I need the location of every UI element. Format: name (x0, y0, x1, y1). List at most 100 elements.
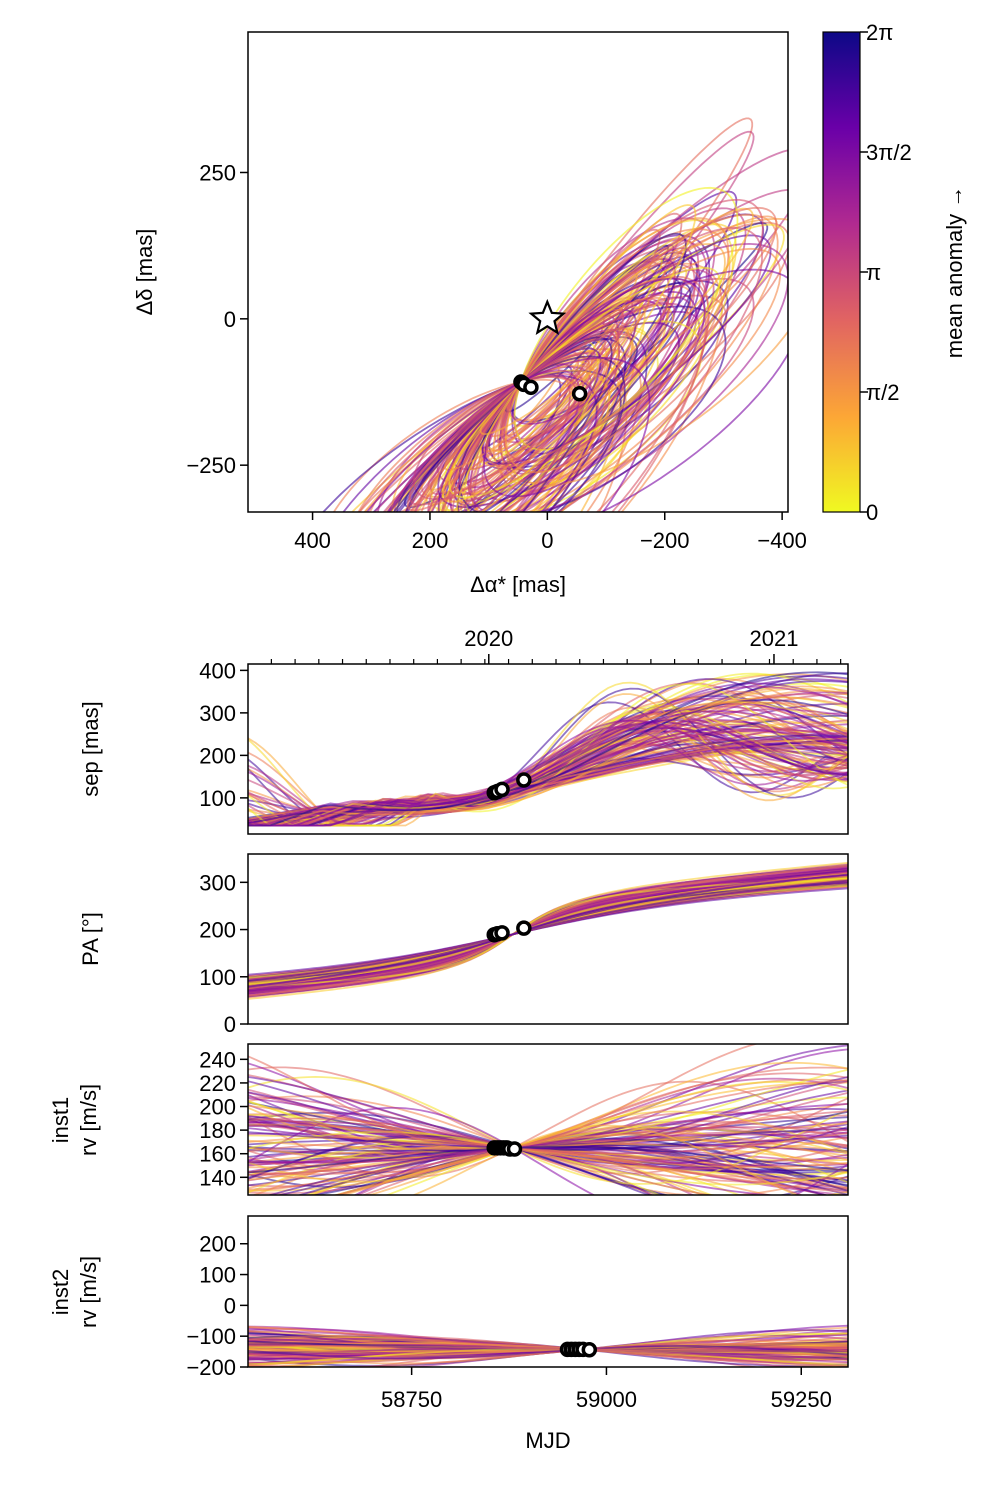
rv2-curve (248, 1345, 848, 1353)
x-tick-label: 200 (412, 528, 449, 553)
sep-y-label: sep [mas] (78, 701, 103, 796)
orbit-curve (509, 299, 662, 425)
sep-panel: 100 200 300 400 2020 2021 sep [mas] (78, 626, 849, 835)
rv2-y-ticks: −200 −100 0 100 200 (186, 1232, 248, 1380)
year-tick-label: 2020 (464, 626, 513, 651)
pa-y-label: PA [°] (78, 912, 103, 966)
pa-curve (248, 884, 848, 979)
x-tick-label: 400 (294, 528, 331, 553)
y-tick-label: 300 (199, 870, 236, 895)
rv2-y-label-line2: rv [m/s] (76, 1256, 101, 1328)
pa-curve (248, 861, 848, 1000)
mjd-x-label: MJD (525, 1428, 570, 1453)
colorbar-tick-label: π/2 (866, 380, 900, 405)
year-tick-label: 2021 (749, 626, 798, 651)
rv1-y-label-line2: rv [m/s] (76, 1084, 101, 1156)
orbit-panel: 400 200 0 −200 −400 −250 0 250 Δα* [mas] Δδ [m… (132, 31, 807, 597)
y-tick-label: 400 (199, 658, 236, 683)
rv1-curve (248, 1133, 848, 1164)
pa-curve (248, 884, 848, 980)
rv1-curve (248, 1079, 848, 1176)
rv2-curves (248, 1324, 848, 1367)
orbit-curve (456, 204, 697, 512)
sep-curve (248, 702, 848, 827)
y-tick-label: 0 (224, 307, 236, 332)
sep-axes-frame (247, 663, 849, 835)
pa-curve (248, 885, 848, 978)
data-point (494, 925, 510, 941)
sep-y-ticks: 100 200 300 400 (199, 658, 248, 811)
y-tick-label: 180 (199, 1118, 236, 1143)
sep-curve (248, 726, 848, 825)
orbit-curve (483, 277, 706, 498)
orbit-curve (373, 301, 676, 512)
orbit-observations (513, 374, 588, 402)
rv1-curve (248, 1075, 848, 1185)
rv2-y-label-line1: inst2 (48, 1269, 73, 1315)
pa-curve (248, 874, 848, 988)
rv1-curves (248, 1044, 848, 1195)
pa-curve (248, 884, 848, 979)
pa-curve (248, 883, 848, 979)
data-point (516, 772, 532, 788)
sep-observations (486, 772, 532, 801)
sep-curve (248, 719, 848, 827)
orbit-curve (479, 305, 642, 436)
pa-y-ticks: 0 100 200 300 (199, 870, 248, 1037)
orbit-curve (406, 294, 670, 512)
pa-curve (248, 886, 848, 977)
orbit-curve (437, 268, 788, 512)
orbit-curves (322, 117, 788, 512)
y-tick-label: 100 (199, 786, 236, 811)
rv1-curve (248, 1110, 848, 1183)
orbit-curve (457, 305, 727, 512)
orbit-data-point (571, 386, 588, 402)
rv1-curve (341, 1133, 848, 1195)
pa-curve (248, 887, 848, 976)
orbit-curve (366, 356, 651, 512)
data-point (581, 1341, 598, 1358)
y-tick-label: 300 (199, 701, 236, 726)
pa-curve (248, 865, 848, 997)
orbit-data-point (523, 379, 539, 396)
sep-curves (248, 671, 848, 827)
rv1-y-label-line1: inst1 (48, 1097, 73, 1143)
orbit-curve (442, 275, 710, 512)
colorbar: 0 π/2 π 3π/2 2π mean anomaly → (822, 20, 967, 525)
rv1-curve (248, 1126, 848, 1176)
orbit-curve (467, 242, 788, 512)
y-tick-label: 100 (199, 1263, 236, 1288)
orbit-axes-frame (247, 31, 789, 513)
pa-curves (248, 861, 848, 1000)
orbit-x-ticks: 400 200 0 −200 −400 (294, 512, 807, 553)
pa-curve (248, 868, 848, 994)
data-point (506, 1141, 523, 1157)
rv1-curve (248, 1117, 848, 1155)
orbit-curve (387, 369, 581, 512)
orbit-y-label: Δδ [mas] (132, 229, 157, 316)
y-tick-label: 240 (199, 1047, 236, 1072)
y-tick-label: 160 (199, 1142, 236, 1167)
colorbar-ticks: 0 π/2 π 3π/2 2π (860, 20, 912, 525)
orbit-curve (456, 232, 687, 512)
y-tick-label: 200 (199, 918, 236, 943)
sep-curve (248, 698, 848, 827)
rv1-observations (486, 1140, 523, 1157)
y-tick-label: 200 (199, 1095, 236, 1120)
y-tick-label: 200 (199, 743, 236, 768)
rv1-curve (248, 1124, 799, 1195)
x-tick-label: 59250 (771, 1387, 832, 1412)
rv1-curve (248, 1145, 848, 1174)
data-point (516, 920, 532, 936)
sep-curve (248, 671, 848, 827)
x-tick-label: 58750 (381, 1387, 442, 1412)
data-point (494, 781, 510, 798)
orbit-curve (492, 217, 788, 488)
colorbar-gradient (822, 31, 861, 513)
sep-curve (248, 727, 848, 827)
orbit-y-ticks: −250 0 250 (186, 160, 248, 478)
x-tick-label: −400 (757, 528, 807, 553)
